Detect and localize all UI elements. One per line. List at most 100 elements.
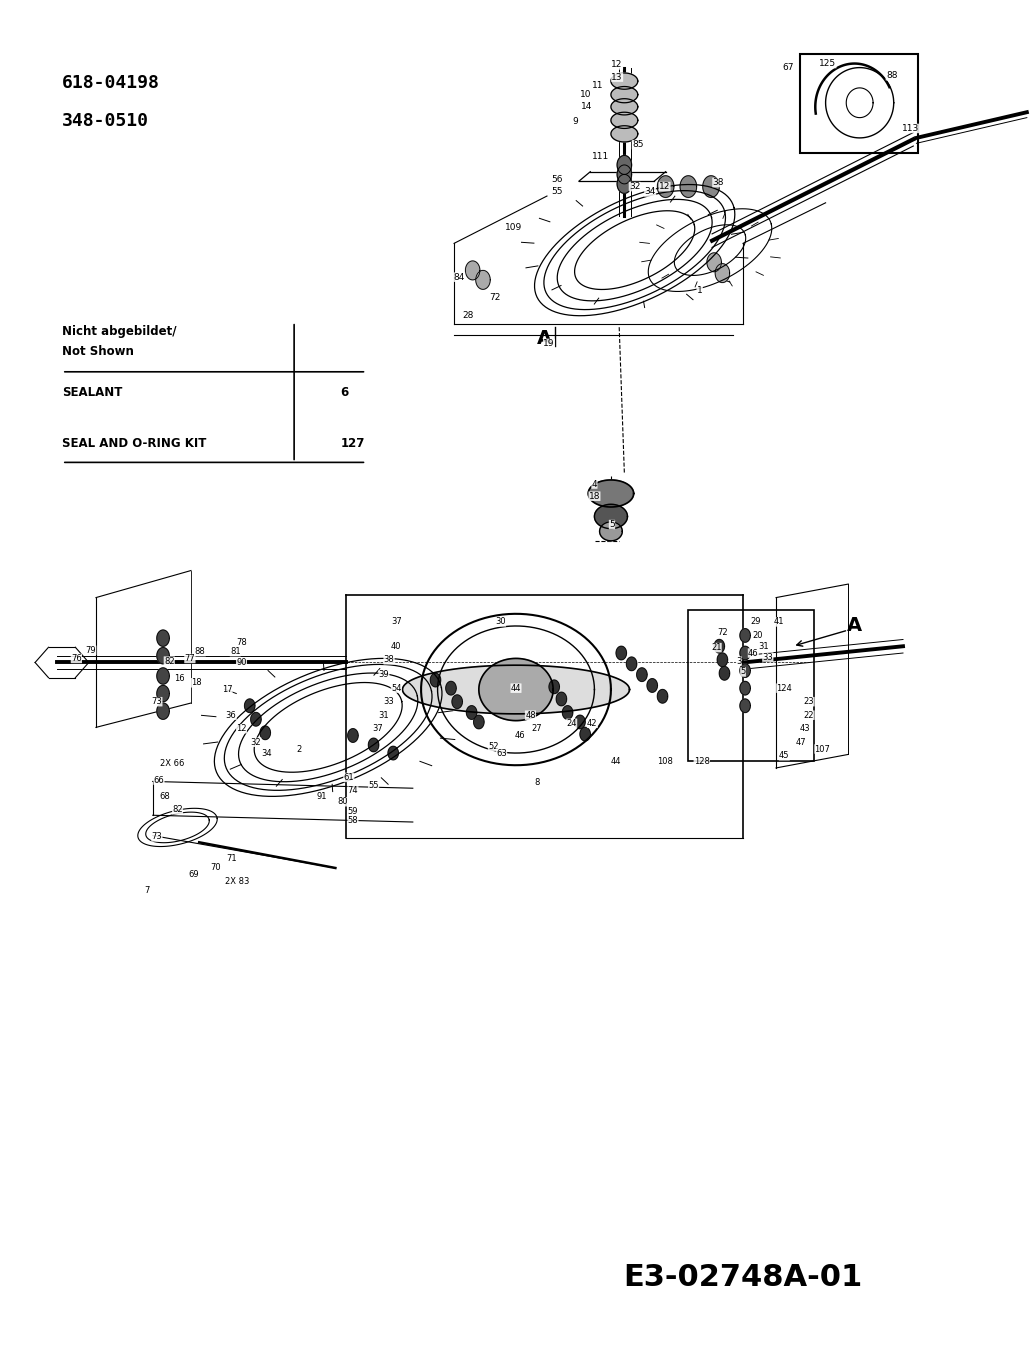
- Text: 37: 37: [373, 725, 383, 733]
- Text: 3: 3: [736, 657, 742, 665]
- Polygon shape: [402, 665, 630, 714]
- Text: 6: 6: [341, 385, 349, 399]
- Polygon shape: [549, 680, 559, 694]
- Text: 59: 59: [348, 807, 358, 815]
- Text: 39: 39: [379, 671, 389, 679]
- Text: 348-0510: 348-0510: [62, 112, 149, 130]
- Text: 47: 47: [796, 738, 806, 746]
- Text: 44: 44: [611, 757, 621, 765]
- Polygon shape: [715, 264, 730, 283]
- Text: 46: 46: [748, 649, 759, 657]
- Polygon shape: [556, 692, 567, 706]
- Polygon shape: [617, 155, 632, 174]
- Text: 9: 9: [572, 118, 578, 126]
- Polygon shape: [157, 648, 169, 664]
- Text: 58: 58: [348, 817, 358, 825]
- Text: 45: 45: [779, 752, 789, 760]
- Polygon shape: [479, 658, 553, 721]
- Polygon shape: [575, 715, 585, 729]
- Polygon shape: [611, 73, 638, 89]
- Text: 10: 10: [580, 91, 592, 99]
- Text: 17: 17: [222, 685, 232, 694]
- Text: 81: 81: [230, 648, 240, 656]
- Text: Nicht abgebildet/: Nicht abgebildet/: [62, 324, 176, 338]
- Text: 68: 68: [160, 792, 170, 800]
- Text: 67: 67: [782, 64, 795, 72]
- Text: 125: 125: [819, 59, 836, 68]
- Text: 42: 42: [587, 719, 598, 727]
- Text: 13: 13: [611, 73, 623, 81]
- Text: 55: 55: [368, 781, 379, 790]
- Text: 37: 37: [391, 618, 401, 626]
- Text: 63: 63: [496, 749, 507, 757]
- Text: 33: 33: [763, 653, 773, 661]
- Polygon shape: [611, 87, 638, 103]
- Text: 127: 127: [341, 437, 365, 450]
- Text: 618-04198: 618-04198: [62, 74, 160, 92]
- Text: 2: 2: [296, 745, 302, 753]
- Text: 73: 73: [152, 833, 162, 841]
- Bar: [800, 54, 918, 153]
- Polygon shape: [707, 253, 721, 272]
- Text: 4: 4: [591, 480, 598, 488]
- Text: 23: 23: [804, 698, 814, 706]
- Text: 54: 54: [391, 684, 401, 692]
- Text: A: A: [847, 617, 862, 635]
- Text: 113: 113: [902, 124, 918, 132]
- Text: 31: 31: [759, 642, 769, 650]
- Text: 56: 56: [551, 176, 563, 184]
- Polygon shape: [846, 88, 873, 118]
- Polygon shape: [251, 713, 261, 726]
- Text: 8: 8: [534, 779, 540, 787]
- Polygon shape: [740, 646, 750, 660]
- Text: 31: 31: [379, 711, 389, 719]
- Text: 71: 71: [226, 854, 236, 863]
- Text: SEALANT: SEALANT: [62, 385, 123, 399]
- Polygon shape: [446, 681, 456, 695]
- Polygon shape: [157, 685, 169, 702]
- Text: 48: 48: [525, 711, 536, 719]
- Text: 66: 66: [154, 776, 164, 784]
- Polygon shape: [611, 99, 638, 115]
- Polygon shape: [466, 706, 477, 719]
- Polygon shape: [588, 480, 634, 507]
- Polygon shape: [594, 504, 627, 529]
- Text: 34: 34: [644, 188, 656, 196]
- Text: 36: 36: [226, 711, 236, 719]
- Text: 90: 90: [236, 658, 247, 667]
- Polygon shape: [388, 746, 398, 760]
- Polygon shape: [714, 639, 724, 653]
- Text: 28: 28: [462, 311, 475, 319]
- Text: 73: 73: [152, 698, 162, 706]
- Text: 19: 19: [543, 339, 555, 347]
- Text: 91: 91: [317, 792, 327, 800]
- Polygon shape: [580, 727, 590, 741]
- Text: 18: 18: [588, 492, 601, 500]
- Polygon shape: [157, 703, 169, 719]
- Text: 46: 46: [515, 731, 525, 740]
- Text: 2X 83: 2X 83: [225, 877, 250, 886]
- Text: Not Shown: Not Shown: [62, 345, 134, 358]
- Polygon shape: [637, 668, 647, 681]
- Text: 40: 40: [391, 642, 401, 650]
- Text: 72: 72: [489, 293, 502, 301]
- Polygon shape: [474, 715, 484, 729]
- Text: 12: 12: [658, 183, 671, 191]
- Text: 85: 85: [632, 141, 644, 149]
- Polygon shape: [617, 165, 632, 184]
- Text: E3-02748A-01: E3-02748A-01: [623, 1263, 863, 1293]
- Text: 5: 5: [609, 521, 615, 529]
- Text: 84: 84: [453, 273, 465, 281]
- Text: 128: 128: [694, 757, 710, 765]
- Polygon shape: [611, 112, 638, 128]
- Text: 124: 124: [776, 684, 793, 692]
- Text: 78: 78: [236, 638, 247, 646]
- Polygon shape: [348, 729, 358, 742]
- Text: 80: 80: [337, 798, 348, 806]
- Text: 29: 29: [750, 618, 761, 626]
- Text: 107: 107: [814, 745, 831, 753]
- Text: 88: 88: [195, 648, 205, 656]
- Text: 76: 76: [71, 654, 82, 662]
- Text: 111: 111: [592, 153, 609, 161]
- Text: 72: 72: [717, 629, 728, 637]
